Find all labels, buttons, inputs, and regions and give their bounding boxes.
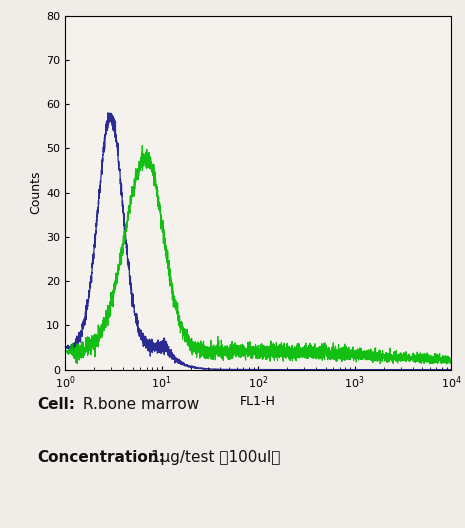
Text: R.bone marrow: R.bone marrow	[78, 397, 199, 412]
X-axis label: FL1-H: FL1-H	[240, 395, 276, 408]
Y-axis label: Counts: Counts	[29, 171, 42, 214]
Text: Cell:: Cell:	[37, 397, 75, 412]
Text: 1μg/test （100ul）: 1μg/test （100ul）	[146, 450, 281, 465]
Text: Concentration:: Concentration:	[37, 450, 165, 465]
